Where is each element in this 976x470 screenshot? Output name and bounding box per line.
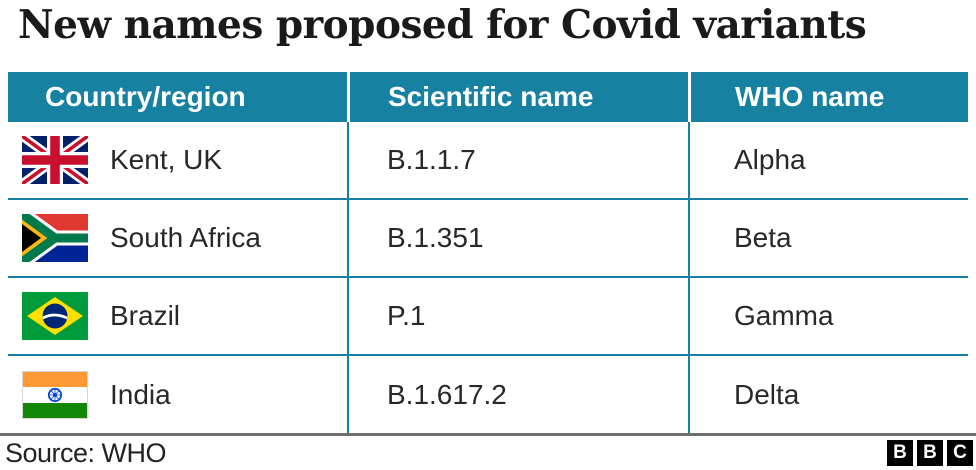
bbc-logo-block: B xyxy=(887,440,913,466)
header-scientific-name: Scientific name xyxy=(350,72,688,122)
bbc-logo-block: B xyxy=(917,440,943,466)
source-attribution: Source: WHO xyxy=(5,438,167,468)
scientific-name-cell: P.1 xyxy=(349,278,690,354)
bbc-logo-block: C xyxy=(947,440,973,466)
table-row: Brazil P.1 Gamma xyxy=(8,278,968,356)
header-country-region: Country/region xyxy=(8,72,347,122)
variants-table: Country/region Scientific name WHO name … xyxy=(8,72,968,433)
country-cell: India xyxy=(8,356,349,433)
country-name: Kent, UK xyxy=(110,144,223,175)
country-name: Brazil xyxy=(110,300,181,331)
header-who-name: WHO name xyxy=(691,72,968,122)
scientific-name-cell: B.1.1.7 xyxy=(349,122,690,198)
who-name-cell: Gamma xyxy=(734,300,834,331)
country-cell: South Africa xyxy=(8,200,349,276)
who-name-cell: Delta xyxy=(734,378,800,410)
country-cell: Brazil xyxy=(8,278,349,354)
page-title: New names proposed for Covid variants xyxy=(18,2,867,48)
who-name-cell: Alpha xyxy=(734,144,806,175)
india-flag-icon xyxy=(22,370,88,419)
uk-flag-icon xyxy=(22,136,88,184)
south-africa-flag-icon xyxy=(22,214,88,262)
table-row: India B.1.617.2 Delta xyxy=(8,356,968,433)
scientific-name-cell: B.1.617.2 xyxy=(349,356,690,433)
chart-baseline xyxy=(0,433,976,436)
who-name-cell: Beta xyxy=(734,222,792,253)
table-header-row: Country/region Scientific name WHO name xyxy=(8,72,968,122)
country-name: India xyxy=(110,378,171,410)
brazil-flag-icon xyxy=(22,292,88,340)
country-name: South Africa xyxy=(110,222,261,253)
table-row: Kent, UK B.1.1.7 Alpha xyxy=(8,122,968,200)
table-row: South Africa B.1.351 Beta xyxy=(8,200,968,278)
bbc-logo: B B C xyxy=(887,440,973,466)
country-cell: Kent, UK xyxy=(8,122,349,198)
scientific-name-cell: B.1.351 xyxy=(349,200,690,276)
